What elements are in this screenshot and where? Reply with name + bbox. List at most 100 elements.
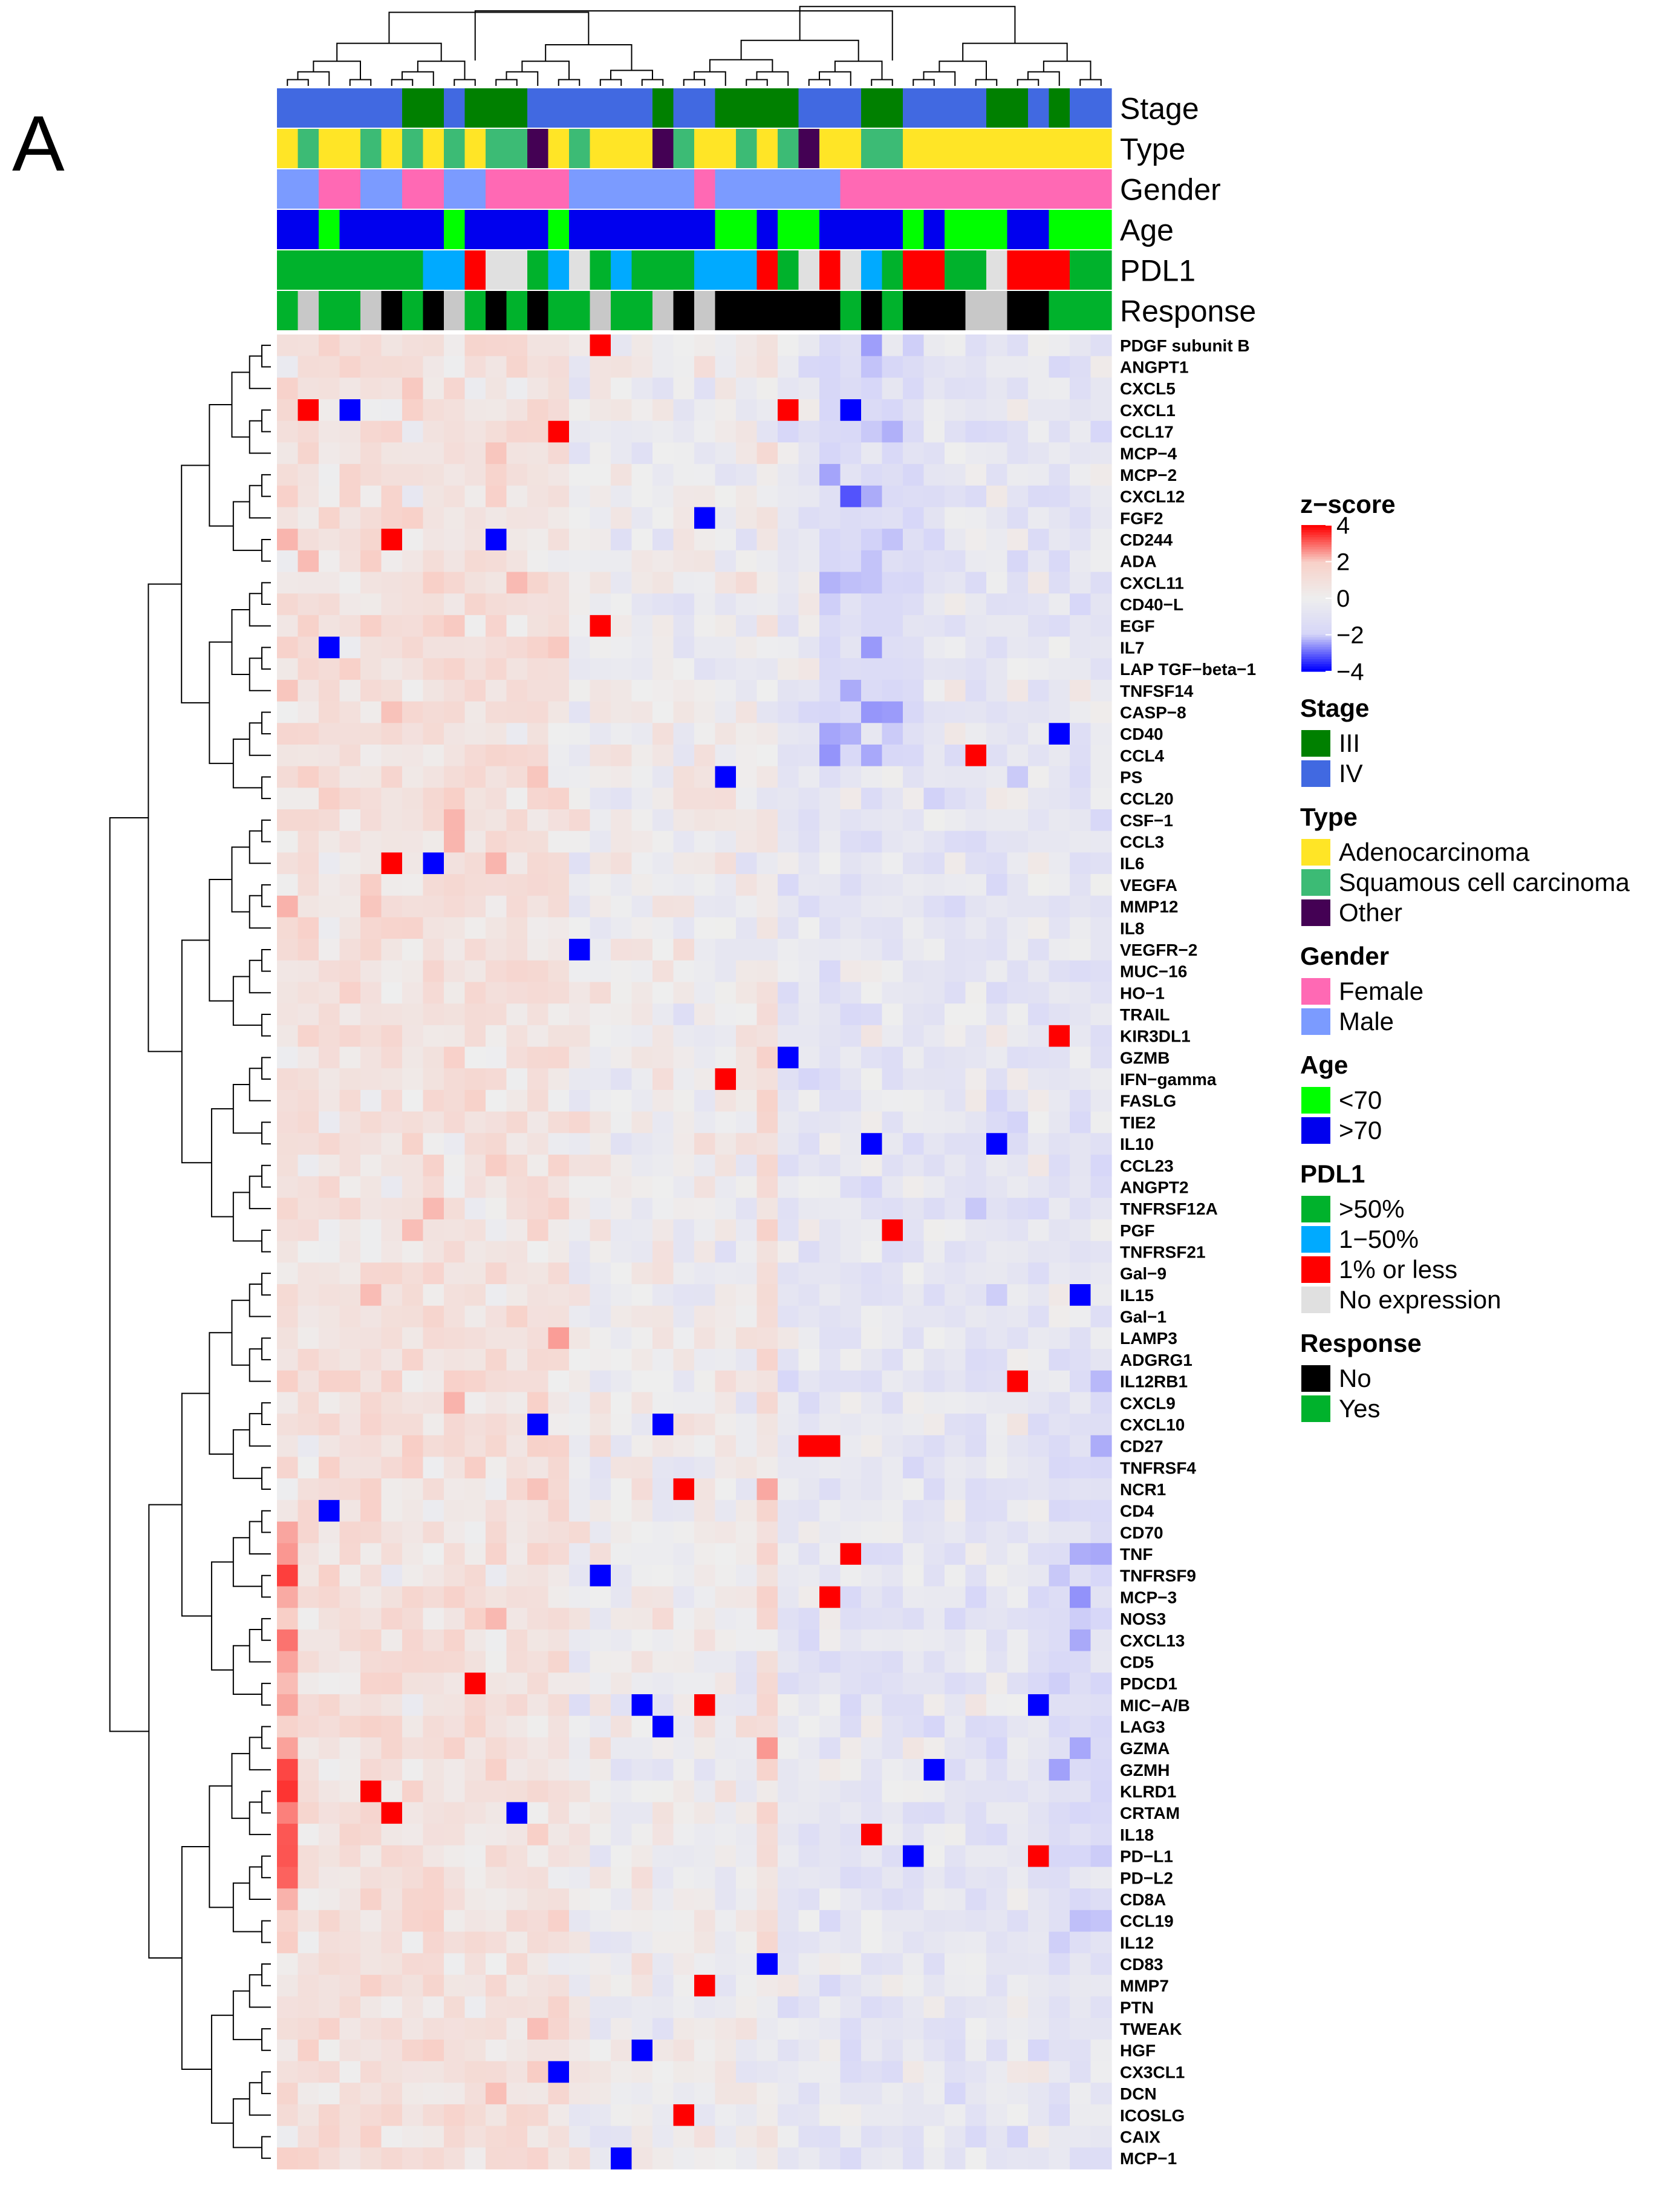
heatmap-cell (673, 1068, 695, 1091)
gene-label: ICOSLG (1120, 2106, 1185, 2125)
heatmap-cell (590, 1715, 611, 1738)
heatmap-cell (945, 420, 966, 443)
heatmap-cell (1049, 744, 1070, 767)
heatmap-cell (548, 2147, 570, 2170)
heatmap-cell (569, 788, 591, 810)
heatmap-cell (298, 895, 319, 918)
heatmap-cell (444, 1111, 466, 1134)
gene-label: IL12RB1 (1120, 1372, 1188, 1391)
colorbar-segment (1301, 571, 1332, 575)
heatmap-cell (756, 939, 778, 961)
heatmap-cell (756, 1241, 778, 1263)
heatmap-cell (840, 852, 862, 875)
heatmap-cell (861, 874, 883, 896)
heatmap-cell (319, 550, 340, 573)
annotation-cell-stage (590, 88, 611, 128)
heatmap-cell (652, 2126, 674, 2148)
heatmap-cell (1070, 1262, 1092, 1285)
heatmap-cell (527, 1370, 549, 1393)
heatmap-cell (903, 2126, 925, 2148)
gene-label: CXCL10 (1120, 1415, 1185, 1434)
annotation-cell-age (652, 210, 674, 249)
heatmap-cell (339, 1974, 361, 1997)
heatmap-cell (548, 1694, 570, 1717)
heatmap-cell (506, 1824, 528, 1846)
heatmap-cell (736, 1651, 758, 1673)
heatmap-cell (569, 1046, 591, 1069)
heatmap-cell (715, 1349, 737, 1371)
heatmap-cell (631, 1499, 653, 1522)
heatmap-cell (840, 377, 862, 400)
heatmap-cell (486, 723, 507, 745)
heatmap-cell (611, 852, 633, 875)
heatmap-cell (611, 1715, 633, 1738)
heatmap-cell (506, 615, 528, 638)
heatmap-cell (527, 679, 549, 702)
heatmap-cell (444, 1349, 466, 1371)
gene-label: VEGFR−2 (1120, 941, 1197, 959)
heatmap-cell (444, 593, 466, 616)
heatmap-cell (673, 939, 695, 961)
heatmap-cell (798, 939, 820, 961)
heatmap-cell (631, 1715, 653, 1738)
colorbar-segment (1301, 566, 1332, 570)
heatmap-cell (840, 1694, 862, 1717)
annotation-label-type: Type (1120, 132, 1185, 166)
heatmap-cell (840, 960, 862, 983)
heatmap-cell (298, 1996, 319, 2018)
heatmap-cell (861, 788, 883, 810)
heatmap-cell (736, 1608, 758, 1630)
annotation-cell-stage (945, 88, 966, 128)
heatmap-cell (611, 1219, 633, 1242)
heatmap-cell (611, 1176, 633, 1198)
heatmap-cell (1028, 1111, 1050, 1134)
heatmap-cell (444, 485, 466, 508)
heatmap-cell (652, 1370, 674, 1393)
heatmap-cell (298, 960, 319, 983)
gene-label: MMP12 (1120, 898, 1178, 916)
heatmap-cell (360, 1910, 382, 1933)
heatmap-cell (736, 442, 758, 465)
annotation-cell-pdl1 (945, 250, 966, 290)
heatmap-cell (736, 874, 758, 896)
dendrogram-link (232, 1990, 262, 2040)
gene-label: EGF (1120, 617, 1155, 636)
heatmap-cell (1007, 1284, 1029, 1307)
heatmap-cell (903, 1392, 925, 1414)
heatmap-cell (840, 1672, 862, 1695)
heatmap-cell (756, 788, 778, 810)
heatmap-cell (1049, 1349, 1070, 1371)
heatmap-cell (1049, 679, 1070, 702)
gene-label: CASP−8 (1120, 703, 1186, 722)
heatmap-cell (298, 1046, 319, 1069)
heatmap-cell (778, 1845, 799, 1868)
heatmap-cell (1090, 1284, 1112, 1307)
heatmap-cell (882, 1435, 903, 1458)
heatmap-cell (486, 1867, 507, 1889)
heatmap-cell (673, 529, 695, 551)
heatmap-cell (1090, 939, 1112, 961)
heatmap-cell (840, 1349, 862, 1371)
heatmap-cell (694, 1931, 716, 1954)
heatmap-cell (756, 1996, 778, 2018)
heatmap-cell (903, 1564, 925, 1587)
heatmap-cell (548, 982, 570, 1004)
heatmap-cell (569, 744, 591, 767)
legend-label: No (1339, 1364, 1371, 1392)
heatmap-cell (506, 1672, 528, 1695)
heatmap-cell (923, 1046, 945, 1069)
heatmap-cell (1090, 399, 1112, 422)
heatmap-cell (464, 2083, 486, 2105)
heatmap-cell (715, 550, 737, 573)
gene-label: LAMP3 (1120, 1329, 1177, 1348)
heatmap-cell (965, 485, 987, 508)
heatmap-cell (694, 593, 716, 616)
heatmap-cell (1070, 679, 1092, 702)
heatmap-cell (548, 1435, 570, 1458)
heatmap-cell (527, 1499, 549, 1522)
heatmap-cell (840, 1953, 862, 1975)
heatmap-cell (673, 1672, 695, 1695)
heatmap-cell (1049, 982, 1070, 1004)
heatmap-cell (360, 766, 382, 788)
heatmap-cell (1028, 1327, 1050, 1349)
